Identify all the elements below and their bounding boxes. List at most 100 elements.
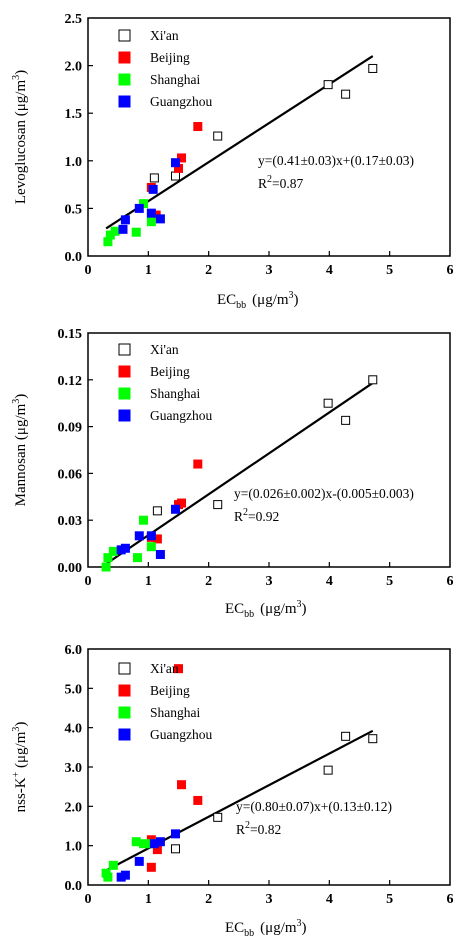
y-axis-label: nss-K+ (μg/m3) xyxy=(11,722,29,813)
r-squared: R2=0.87 xyxy=(258,174,304,191)
data-point xyxy=(134,531,144,541)
x-axis-label: ECbb (μg/m3) xyxy=(217,290,299,311)
data-point xyxy=(155,837,165,847)
plot-frame xyxy=(87,17,451,257)
legend-marker xyxy=(118,95,131,108)
y-axis-ticks: 0.0 1.0 2.0 3.0 4.0 5.0 6.0 xyxy=(65,643,93,894)
data-point xyxy=(213,500,223,510)
x-tick-label: 4 xyxy=(326,574,333,589)
data-point xyxy=(134,856,144,866)
regression-equation: y=(0.026±0.002)x-(0.005±0.003) xyxy=(234,486,414,501)
y-tick-label: 1.0 xyxy=(65,840,83,855)
data-point xyxy=(170,829,180,839)
regression-equation: y=(0.41±0.03)x+(0.17±0.03) xyxy=(258,153,414,168)
data-point xyxy=(146,208,156,218)
y-tick-label: 2.5 xyxy=(65,12,83,27)
data-point xyxy=(170,844,180,854)
data-point xyxy=(193,459,203,469)
data-point xyxy=(120,543,130,553)
data-point xyxy=(134,203,144,213)
legend-label: Xi'an xyxy=(150,28,179,43)
data-point xyxy=(170,158,180,168)
legend-marker xyxy=(118,73,131,86)
data-point xyxy=(341,89,351,99)
y-tick-label: 6.0 xyxy=(65,643,83,658)
x-tick-label: 1 xyxy=(145,574,152,589)
legend-label: Beijing xyxy=(150,364,190,379)
data-point xyxy=(177,780,187,790)
data-point xyxy=(323,398,333,408)
legend-label: Shanghai xyxy=(150,72,200,87)
chart-panel-mannosan: 0.00 0.03 0.06 0.09 0.12 0.15 0 1 2 3 4 5 6 Xi'an Be… xyxy=(11,327,454,620)
y-tick-label: 0.12 xyxy=(58,374,83,389)
x-tick-label: 3 xyxy=(266,263,273,278)
data-point xyxy=(148,184,158,194)
x-tick-label: 3 xyxy=(266,574,273,589)
data-point xyxy=(341,415,351,425)
data-point xyxy=(108,546,118,556)
y-tick-label: 0.15 xyxy=(58,327,83,342)
y-tick-label: 1.0 xyxy=(65,155,83,170)
legend-marker xyxy=(118,343,131,356)
legend-label: Shanghai xyxy=(150,705,200,720)
data-point xyxy=(108,860,118,870)
legend-label: Xi'an xyxy=(150,342,179,357)
legend-marker xyxy=(118,662,131,675)
data-point xyxy=(103,872,113,882)
chart-panel-levoglucosan: 0.0 0.5 1.0 1.5 2.0 2.5 0 1 2 3 4 5 6 Xi'an Beijing S… xyxy=(11,12,454,311)
legend-marker xyxy=(118,387,131,400)
y-axis-ticks: 0.00 0.03 0.06 0.09 0.12 0.15 xyxy=(58,327,93,576)
legend-marker xyxy=(118,706,131,719)
data-point xyxy=(101,562,111,572)
x-tick-label: 5 xyxy=(386,892,393,907)
data-point xyxy=(146,531,156,541)
legend-marker xyxy=(118,51,131,64)
r-squared: R2=0.92 xyxy=(234,507,279,524)
legend-label: Beijing xyxy=(150,683,190,698)
y-tick-label: 0.06 xyxy=(58,467,83,482)
x-axis-label: ECbb (μg/m3) xyxy=(225,599,307,620)
data-point xyxy=(323,80,333,90)
data-point xyxy=(368,734,378,744)
y-tick-label: 0.09 xyxy=(58,421,83,436)
y-tick-label: 5.0 xyxy=(65,682,83,697)
data-point xyxy=(146,217,156,227)
data-points xyxy=(101,664,378,882)
data-point xyxy=(118,224,128,234)
data-point xyxy=(139,515,149,525)
x-tick-label: 2 xyxy=(205,574,212,589)
x-tick-label: 4 xyxy=(326,892,333,907)
chart-panel-nss-k: 0.0 1.0 2.0 3.0 4.0 5.0 6.0 0 1 2 3 4 5 6 Xi'an Beiji… xyxy=(11,643,454,939)
data-point xyxy=(132,553,142,563)
x-tick-label: 6 xyxy=(447,574,454,589)
y-tick-label: 0.00 xyxy=(58,561,83,576)
data-point xyxy=(177,498,187,508)
y-tick-label: 0.5 xyxy=(65,202,83,217)
y-tick-label: 0.0 xyxy=(65,879,83,894)
legend-marker xyxy=(118,409,131,422)
y-axis-label: Levoglucosan (μg/m3) xyxy=(11,70,29,204)
data-points xyxy=(103,63,378,247)
legend: Xi'an Beijing Shanghai Guangzhou xyxy=(118,28,212,109)
x-tick-label: 5 xyxy=(386,574,393,589)
legend-label: Shanghai xyxy=(150,386,200,401)
x-tick-label: 5 xyxy=(386,263,393,278)
fit-line xyxy=(105,382,374,565)
r-squared: R2=0.82 xyxy=(236,820,281,837)
data-point xyxy=(155,214,165,224)
data-point xyxy=(193,122,203,132)
data-point xyxy=(213,812,223,822)
x-tick-label: 6 xyxy=(447,263,454,278)
x-tick-label: 4 xyxy=(326,263,333,278)
y-tick-label: 0.0 xyxy=(65,250,83,265)
x-tick-label: 2 xyxy=(205,892,212,907)
legend-label: Beijing xyxy=(150,50,190,65)
data-point xyxy=(323,765,333,775)
data-point xyxy=(146,862,156,872)
legend-marker xyxy=(118,365,131,378)
legend: Xi'an Beijing Shanghai Guangzhou xyxy=(118,661,212,742)
legend-label: Guangzhou xyxy=(150,94,212,109)
data-point xyxy=(170,171,180,181)
y-tick-label: 2.0 xyxy=(65,800,83,815)
